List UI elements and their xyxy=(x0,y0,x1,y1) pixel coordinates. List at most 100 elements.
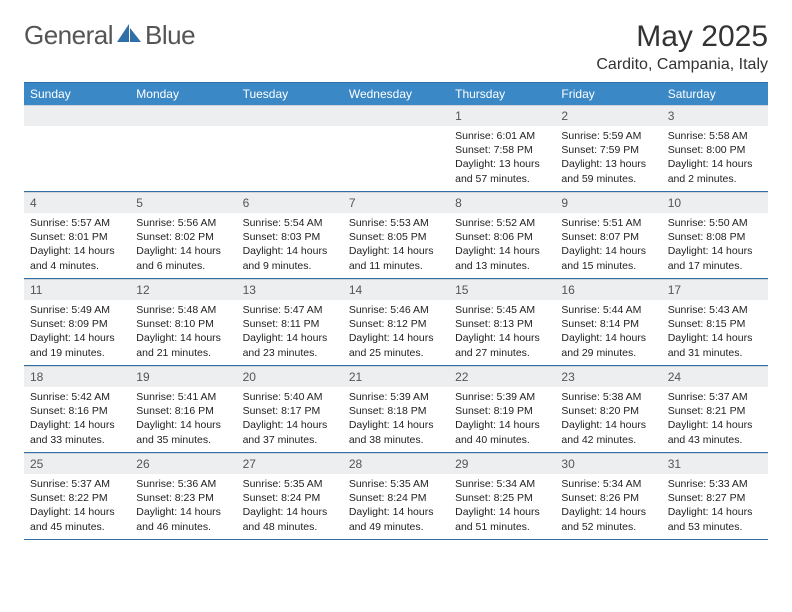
sunset-text: Sunset: 8:27 PM xyxy=(668,491,762,505)
day-body: Sunrise: 5:39 AMSunset: 8:18 PMDaylight:… xyxy=(343,387,449,451)
sunrise-text: Sunrise: 5:59 AM xyxy=(561,129,655,143)
sunset-text: Sunset: 8:00 PM xyxy=(668,143,762,157)
day-body xyxy=(343,126,449,181)
day-number: 10 xyxy=(662,192,768,213)
day-number: 3 xyxy=(662,105,768,126)
calendar-cell: 12Sunrise: 5:48 AMSunset: 8:10 PMDayligh… xyxy=(130,279,236,366)
day-number: 31 xyxy=(662,453,768,474)
day-body: Sunrise: 5:57 AMSunset: 8:01 PMDaylight:… xyxy=(24,213,130,277)
day-body: Sunrise: 5:37 AMSunset: 8:21 PMDaylight:… xyxy=(662,387,768,451)
day-number: 2 xyxy=(555,105,661,126)
daylight-text: Daylight: 14 hours and 35 minutes. xyxy=(136,418,230,446)
daylight-text: Daylight: 14 hours and 23 minutes. xyxy=(243,331,337,359)
day-number: 12 xyxy=(130,279,236,300)
day-number: 30 xyxy=(555,453,661,474)
day-number xyxy=(343,105,449,126)
day-body: Sunrise: 5:45 AMSunset: 8:13 PMDaylight:… xyxy=(449,300,555,364)
sunrise-text: Sunrise: 5:37 AM xyxy=(668,390,762,404)
sunrise-text: Sunrise: 5:34 AM xyxy=(455,477,549,491)
day-number: 21 xyxy=(343,366,449,387)
day-body: Sunrise: 5:47 AMSunset: 8:11 PMDaylight:… xyxy=(237,300,343,364)
sunrise-text: Sunrise: 5:50 AM xyxy=(668,216,762,230)
daylight-text: Daylight: 14 hours and 21 minutes. xyxy=(136,331,230,359)
daylight-text: Daylight: 14 hours and 37 minutes. xyxy=(243,418,337,446)
day-number: 16 xyxy=(555,279,661,300)
day-body: Sunrise: 5:41 AMSunset: 8:16 PMDaylight:… xyxy=(130,387,236,451)
sunset-text: Sunset: 8:21 PM xyxy=(668,404,762,418)
daylight-text: Daylight: 14 hours and 33 minutes. xyxy=(30,418,124,446)
day-number: 9 xyxy=(555,192,661,213)
page-subtitle: Cardito, Campania, Italy xyxy=(596,56,768,74)
day-body: Sunrise: 5:49 AMSunset: 8:09 PMDaylight:… xyxy=(24,300,130,364)
logo-text-general: General xyxy=(24,20,113,51)
sunset-text: Sunset: 8:26 PM xyxy=(561,491,655,505)
sunrise-text: Sunrise: 6:01 AM xyxy=(455,129,549,143)
day-body: Sunrise: 5:33 AMSunset: 8:27 PMDaylight:… xyxy=(662,474,768,538)
day-number: 27 xyxy=(237,453,343,474)
daylight-text: Daylight: 14 hours and 51 minutes. xyxy=(455,505,549,533)
daylight-text: Daylight: 14 hours and 52 minutes. xyxy=(561,505,655,533)
day-body: Sunrise: 5:37 AMSunset: 8:22 PMDaylight:… xyxy=(24,474,130,538)
daylight-text: Daylight: 14 hours and 43 minutes. xyxy=(668,418,762,446)
calendar-cell: 18Sunrise: 5:42 AMSunset: 8:16 PMDayligh… xyxy=(24,366,130,453)
day-body xyxy=(130,126,236,181)
day-body: Sunrise: 5:53 AMSunset: 8:05 PMDaylight:… xyxy=(343,213,449,277)
calendar-cell: 31Sunrise: 5:33 AMSunset: 8:27 PMDayligh… xyxy=(662,453,768,540)
sunrise-text: Sunrise: 5:48 AM xyxy=(136,303,230,317)
day-body: Sunrise: 5:46 AMSunset: 8:12 PMDaylight:… xyxy=(343,300,449,364)
calendar-cell: 16Sunrise: 5:44 AMSunset: 8:14 PMDayligh… xyxy=(555,279,661,366)
day-body: Sunrise: 5:48 AMSunset: 8:10 PMDaylight:… xyxy=(130,300,236,364)
sunrise-text: Sunrise: 5:53 AM xyxy=(349,216,443,230)
daylight-text: Daylight: 14 hours and 6 minutes. xyxy=(136,244,230,272)
calendar-cell xyxy=(237,105,343,192)
day-number: 7 xyxy=(343,192,449,213)
sunset-text: Sunset: 8:18 PM xyxy=(349,404,443,418)
calendar-cell: 22Sunrise: 5:39 AMSunset: 8:19 PMDayligh… xyxy=(449,366,555,453)
sunset-text: Sunset: 8:01 PM xyxy=(30,230,124,244)
day-body: Sunrise: 5:39 AMSunset: 8:19 PMDaylight:… xyxy=(449,387,555,451)
day-number: 24 xyxy=(662,366,768,387)
day-body: Sunrise: 5:50 AMSunset: 8:08 PMDaylight:… xyxy=(662,213,768,277)
day-number: 1 xyxy=(449,105,555,126)
day-number: 13 xyxy=(237,279,343,300)
sunset-text: Sunset: 7:58 PM xyxy=(455,143,549,157)
calendar-cell: 30Sunrise: 5:34 AMSunset: 8:26 PMDayligh… xyxy=(555,453,661,540)
calendar-cell: 19Sunrise: 5:41 AMSunset: 8:16 PMDayligh… xyxy=(130,366,236,453)
day-number: 8 xyxy=(449,192,555,213)
calendar-cell: 11Sunrise: 5:49 AMSunset: 8:09 PMDayligh… xyxy=(24,279,130,366)
sunset-text: Sunset: 8:25 PM xyxy=(455,491,549,505)
daylight-text: Daylight: 14 hours and 2 minutes. xyxy=(668,157,762,185)
sunset-text: Sunset: 8:24 PM xyxy=(243,491,337,505)
day-number: 4 xyxy=(24,192,130,213)
sunset-text: Sunset: 8:16 PM xyxy=(30,404,124,418)
calendar-row: 25Sunrise: 5:37 AMSunset: 8:22 PMDayligh… xyxy=(24,453,768,540)
sunrise-text: Sunrise: 5:39 AM xyxy=(349,390,443,404)
sunrise-text: Sunrise: 5:43 AM xyxy=(668,303,762,317)
calendar-cell xyxy=(130,105,236,192)
day-number xyxy=(24,105,130,126)
sunset-text: Sunset: 8:06 PM xyxy=(455,230,549,244)
sunset-text: Sunset: 8:09 PM xyxy=(30,317,124,331)
page-title: May 2025 xyxy=(596,20,768,54)
logo-sail-icon xyxy=(115,22,143,49)
day-number: 28 xyxy=(343,453,449,474)
day-number xyxy=(237,105,343,126)
daylight-text: Daylight: 14 hours and 15 minutes. xyxy=(561,244,655,272)
sunset-text: Sunset: 8:07 PM xyxy=(561,230,655,244)
calendar-cell: 6Sunrise: 5:54 AMSunset: 8:03 PMDaylight… xyxy=(237,192,343,279)
sunrise-text: Sunrise: 5:51 AM xyxy=(561,216,655,230)
day-number: 29 xyxy=(449,453,555,474)
daylight-text: Daylight: 14 hours and 27 minutes. xyxy=(455,331,549,359)
day-body: Sunrise: 5:40 AMSunset: 8:17 PMDaylight:… xyxy=(237,387,343,451)
sunrise-text: Sunrise: 5:36 AM xyxy=(136,477,230,491)
day-number: 23 xyxy=(555,366,661,387)
daylight-text: Daylight: 14 hours and 25 minutes. xyxy=(349,331,443,359)
day-number: 19 xyxy=(130,366,236,387)
sunrise-text: Sunrise: 5:54 AM xyxy=(243,216,337,230)
sunset-text: Sunset: 8:20 PM xyxy=(561,404,655,418)
daylight-text: Daylight: 13 hours and 57 minutes. xyxy=(455,157,549,185)
day-number: 15 xyxy=(449,279,555,300)
calendar-cell: 1 Sunrise: 6:01 AMSunset: 7:58 PMDaylight… xyxy=(449,105,555,192)
day-body: Sunrise: 5:34 AMSunset: 8:26 PMDaylight:… xyxy=(555,474,661,538)
calendar-cell: 4Sunrise: 5:57 AMSunset: 8:01 PMDaylight… xyxy=(24,192,130,279)
